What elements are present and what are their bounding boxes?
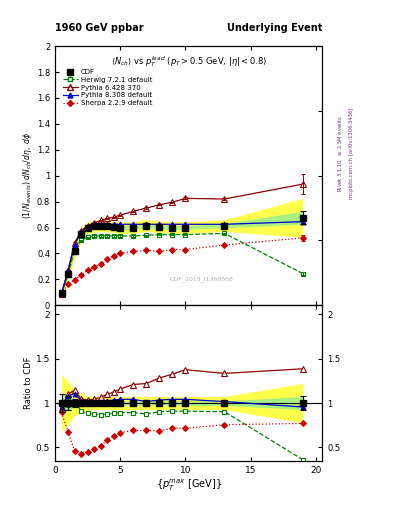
Text: mcplots.cern.ch [arXiv:1306.3436]: mcplots.cern.ch [arXiv:1306.3436]: [349, 108, 354, 199]
Text: Underlying Event: Underlying Event: [227, 23, 322, 33]
Y-axis label: Ratio to CDF: Ratio to CDF: [24, 357, 33, 409]
Text: Rivet 3.1.10, $\geq$ 2.5M events: Rivet 3.1.10, $\geq$ 2.5M events: [336, 115, 344, 192]
Text: CDF_2015_I1388868: CDF_2015_I1388868: [170, 276, 234, 282]
Text: $\langle N_{ch}\rangle$ vs $p_T^{lead}$ ($p_T > 0.5$ GeV, $|\eta| < 0.8$): $\langle N_{ch}\rangle$ vs $p_T^{lead}$ …: [110, 54, 267, 69]
X-axis label: $\{p_T^{max}\ [\mathrm{GeV}]\}$: $\{p_T^{max}\ [\mathrm{GeV}]\}$: [156, 477, 222, 493]
Y-axis label: $(1/N_{events})\ dN_{ch}/d\eta,\ d\phi$: $(1/N_{events})\ dN_{ch}/d\eta,\ d\phi$: [21, 132, 34, 219]
Legend: CDF, Herwig 7.2.1 default, Pythia 6.428 370, Pythia 8.308 default, Sherpa 2.2.9 : CDF, Herwig 7.2.1 default, Pythia 6.428 …: [61, 68, 154, 108]
Text: 1960 GeV ppbar: 1960 GeV ppbar: [55, 23, 144, 33]
